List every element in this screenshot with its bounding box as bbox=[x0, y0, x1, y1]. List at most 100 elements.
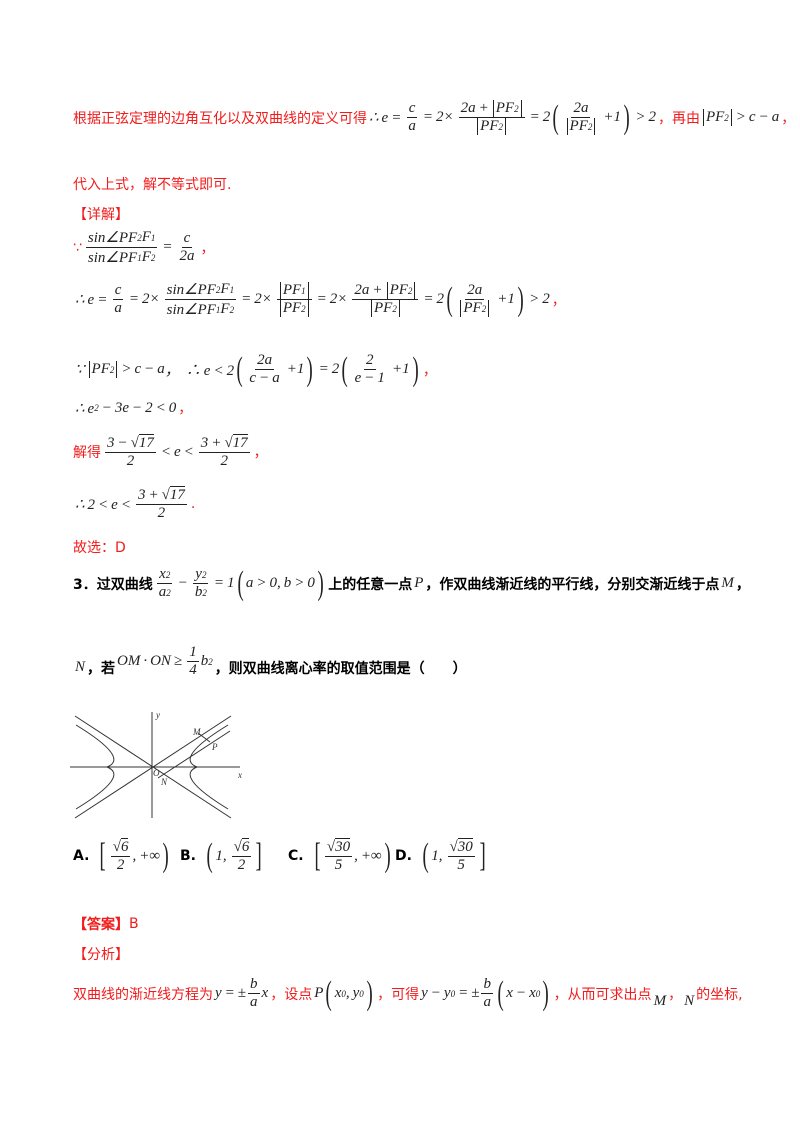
math-text: PF bbox=[91, 361, 110, 377]
math-text: > 2 bbox=[632, 109, 656, 125]
radical-sign: √ bbox=[161, 486, 170, 503]
denominator: 4 bbox=[187, 662, 199, 679]
math-text: 5 bbox=[334, 857, 343, 873]
open-bracket: [ bbox=[314, 837, 321, 874]
final-analysis-line: 双曲线的渐近线方程为 y = ± b a x ，设点 P(x 0, y 0) ，可得 y … bbox=[73, 976, 743, 1011]
point-m: M bbox=[653, 993, 667, 1009]
option-label: D. bbox=[395, 848, 412, 864]
subscript: 2 bbox=[215, 284, 221, 295]
math-text: ∴ e = bbox=[369, 110, 405, 126]
subscript: 2 bbox=[229, 304, 235, 315]
option-d[interactable]: D. (1, √ 30 5] bbox=[395, 838, 490, 874]
close-bracket: ] bbox=[255, 837, 263, 874]
absolute-value: PF 2 bbox=[477, 118, 506, 135]
fraction: sin∠PF 2 F 1 sin∠PF 1 F 2 bbox=[85, 228, 158, 267]
radicand: 17 bbox=[232, 434, 248, 451]
math-text: − bbox=[174, 575, 191, 591]
parenthesis-group: (2a c − a +1) bbox=[234, 352, 316, 387]
math-text: PF bbox=[569, 118, 588, 134]
radical-sign: √ bbox=[112, 838, 121, 855]
numerator: 2 bbox=[364, 352, 376, 370]
math-text: b bbox=[200, 653, 209, 669]
numerator: 3 − √ 17 bbox=[105, 434, 156, 453]
analysis-text: 双曲线的渐近线方程为 bbox=[73, 986, 213, 1003]
step-formula: 3 − √ 17 2 < e < 3 + √ 17 2 bbox=[103, 434, 252, 470]
math-text: 2a + bbox=[460, 100, 492, 116]
absolute-value: PF 1 bbox=[279, 282, 309, 299]
math-text: ∴ e bbox=[75, 400, 95, 417]
step-prefix: 解得 bbox=[73, 445, 101, 461]
math-text: > c − a bbox=[732, 109, 780, 125]
bracket-content: 1, √ 6 2 bbox=[215, 838, 253, 874]
close-bracket: ) bbox=[317, 564, 324, 602]
step-1: ∵ sin∠PF 2 F 1 sin∠PF 1 F 2 = c 2a， bbox=[73, 228, 215, 267]
answer-value: B bbox=[129, 916, 139, 932]
math-text: 2 bbox=[126, 453, 135, 469]
option-formula: [√ 6 2, +∞) bbox=[97, 838, 171, 874]
parenthesis-group: [√ 6 2, +∞) bbox=[97, 838, 171, 874]
close-bracket: ) bbox=[366, 974, 373, 1012]
fraction: √ 6 2 bbox=[110, 838, 131, 874]
numerator: 2a bbox=[255, 352, 275, 370]
detail-heading: 【详解】 bbox=[73, 207, 129, 223]
numerator: 1 bbox=[187, 644, 199, 662]
subscript: 2 bbox=[724, 112, 729, 123]
close-bracket: ) bbox=[306, 350, 314, 388]
denominator: 5 bbox=[455, 857, 467, 874]
numerator: √ 6 bbox=[110, 838, 131, 857]
square-root: √ 17 bbox=[162, 486, 185, 504]
denominator: sin∠PF 1 F 2 bbox=[165, 300, 236, 319]
math-text: = bbox=[159, 239, 176, 255]
denominator: PF 2 bbox=[277, 300, 312, 317]
analysis-text: ，设点 bbox=[270, 986, 313, 1003]
point-n: N bbox=[684, 993, 695, 1009]
absolute-value: PF 2 bbox=[702, 109, 732, 126]
numerator: PF 1 bbox=[276, 282, 312, 300]
bracket-content: a > 0, b > 0 bbox=[246, 575, 315, 592]
denominator: e − 1 bbox=[353, 370, 387, 387]
math-text: 3 + bbox=[137, 486, 162, 503]
numerator: √ 6 bbox=[231, 838, 252, 857]
close-bracket: ) bbox=[623, 98, 630, 136]
bracket-content: √ 6 2, +∞ bbox=[109, 838, 160, 874]
open-bracket: ( bbox=[237, 564, 244, 602]
parenthesis-group: (1, √ 30 5] bbox=[420, 838, 488, 874]
numerator: 3 + √ 17 bbox=[135, 486, 187, 505]
denominator: a bbox=[112, 300, 124, 317]
math-text: = 1 bbox=[210, 575, 235, 591]
math-text: y − y bbox=[421, 985, 451, 1001]
subscript: 2 bbox=[498, 121, 504, 132]
bracket-content: 2 e − 1 +1 bbox=[351, 352, 410, 387]
step-3: ∵ PF 2 > c − a， ∴ e < 2(2a c − a +1) = 2(2… bbox=[73, 352, 437, 387]
option-c[interactable]: C.[√ 30 5, +∞) bbox=[288, 838, 395, 874]
math-text: c bbox=[114, 282, 122, 298]
step-suffix: ， bbox=[253, 445, 268, 461]
close-bracket: ) bbox=[162, 837, 169, 874]
math-text: 2a + bbox=[354, 282, 386, 298]
subscript: 2 bbox=[301, 303, 306, 314]
step-suffix: ， bbox=[551, 292, 566, 309]
math-text: 2 bbox=[220, 453, 228, 469]
parenthesis-group: (2 e − 1 +1) bbox=[339, 352, 421, 387]
label-n: N bbox=[160, 777, 168, 787]
math-text: 3 + bbox=[200, 434, 225, 451]
superscript: 2 bbox=[165, 569, 171, 580]
fraction: √ 30 5 bbox=[324, 838, 353, 874]
option-a[interactable]: A.[√ 6 2, +∞) bbox=[73, 838, 173, 874]
label-o: O bbox=[153, 768, 160, 778]
option-b[interactable]: B.(1, √ 6 2] bbox=[180, 838, 267, 874]
math-text: , +∞ bbox=[132, 847, 161, 864]
math-text: e − 1 bbox=[354, 370, 385, 386]
superscript: 2 bbox=[202, 587, 207, 598]
numerator: 2a + PF 2 bbox=[458, 100, 525, 118]
math-text: x − x bbox=[506, 985, 536, 1001]
math-text: ， ∴ e < 2 bbox=[164, 363, 235, 379]
fraction: √ 6 2 bbox=[231, 838, 252, 874]
